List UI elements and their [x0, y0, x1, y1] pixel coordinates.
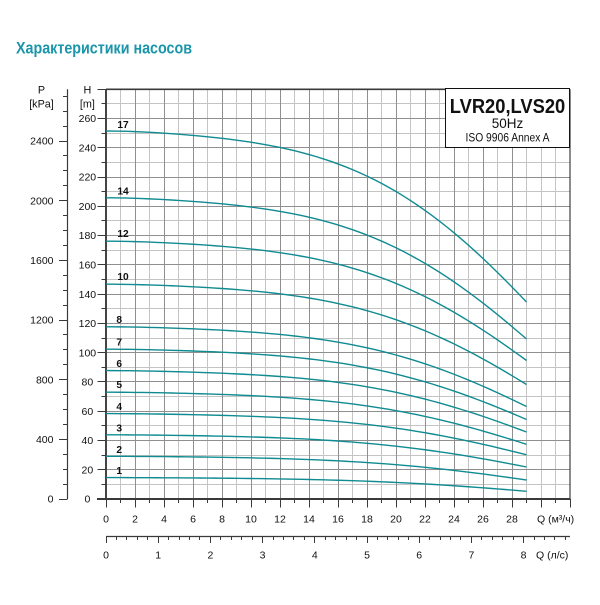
svg-text:10: 10	[245, 514, 257, 526]
svg-text:4: 4	[312, 550, 318, 562]
svg-text:8: 8	[116, 315, 122, 326]
svg-text:[m]: [m]	[80, 99, 95, 111]
svg-text:2000: 2000	[30, 195, 54, 207]
svg-text:24: 24	[448, 514, 460, 526]
svg-text:LVR20,LVS20: LVR20,LVS20	[450, 96, 566, 118]
svg-text:0: 0	[84, 494, 90, 506]
svg-text:Характеристики насосов: Характеристики насосов	[16, 39, 192, 58]
svg-text:12: 12	[274, 514, 286, 526]
svg-text:0: 0	[48, 494, 54, 506]
svg-text:Q (м³/ч): Q (м³/ч)	[537, 514, 574, 526]
svg-text:160: 160	[79, 260, 97, 272]
svg-text:200: 200	[79, 201, 97, 213]
svg-text:P: P	[38, 85, 45, 97]
svg-text:7: 7	[116, 338, 122, 349]
svg-text:40: 40	[82, 435, 94, 447]
svg-text:ISO 9906 Annex A: ISO 9906 Annex A	[466, 131, 550, 145]
svg-text:14: 14	[303, 514, 315, 526]
svg-text:120: 120	[79, 318, 97, 330]
svg-text:100: 100	[79, 347, 97, 359]
svg-text:1: 1	[155, 550, 161, 562]
svg-text:5: 5	[116, 380, 122, 391]
svg-text:0: 0	[103, 514, 109, 526]
svg-text:6: 6	[116, 359, 122, 370]
svg-text:180: 180	[79, 230, 97, 242]
svg-text:5: 5	[364, 550, 370, 562]
svg-text:220: 220	[79, 172, 97, 184]
svg-text:14: 14	[117, 187, 129, 198]
svg-text:60: 60	[82, 406, 94, 418]
svg-text:Q (л/с): Q (л/с)	[536, 550, 568, 562]
svg-text:16: 16	[332, 514, 344, 526]
svg-text:1: 1	[116, 466, 122, 477]
svg-text:50Hz: 50Hz	[492, 115, 524, 131]
svg-text:1200: 1200	[30, 315, 54, 327]
svg-text:8: 8	[521, 550, 527, 562]
svg-text:10: 10	[117, 272, 129, 283]
svg-text:18: 18	[361, 514, 373, 526]
svg-text:400: 400	[36, 434, 54, 446]
svg-text:20: 20	[390, 514, 402, 526]
svg-text:80: 80	[82, 377, 94, 389]
svg-text:4: 4	[116, 402, 122, 413]
svg-text:26: 26	[477, 514, 489, 526]
svg-text:20: 20	[82, 464, 94, 476]
svg-text:6: 6	[416, 550, 422, 562]
svg-text:2: 2	[132, 514, 138, 526]
svg-text:8: 8	[219, 514, 225, 526]
svg-text:2400: 2400	[30, 136, 54, 148]
svg-text:[kPa]: [kPa]	[29, 99, 54, 111]
svg-text:1600: 1600	[30, 255, 54, 267]
svg-text:0: 0	[103, 550, 109, 562]
svg-text:4: 4	[161, 514, 167, 526]
svg-text:140: 140	[79, 289, 97, 301]
svg-text:260: 260	[79, 113, 97, 125]
svg-text:28: 28	[506, 514, 518, 526]
svg-text:240: 240	[79, 142, 97, 154]
svg-text:22: 22	[419, 514, 431, 526]
svg-text:3: 3	[260, 550, 266, 562]
svg-text:6: 6	[190, 514, 196, 526]
svg-text:3: 3	[116, 424, 122, 435]
svg-text:2: 2	[207, 550, 213, 562]
svg-text:7: 7	[468, 550, 474, 562]
svg-text:17: 17	[117, 120, 129, 131]
svg-text:H: H	[83, 85, 91, 97]
svg-text:800: 800	[36, 374, 54, 386]
svg-text:2: 2	[116, 445, 122, 456]
svg-text:12: 12	[117, 229, 129, 240]
